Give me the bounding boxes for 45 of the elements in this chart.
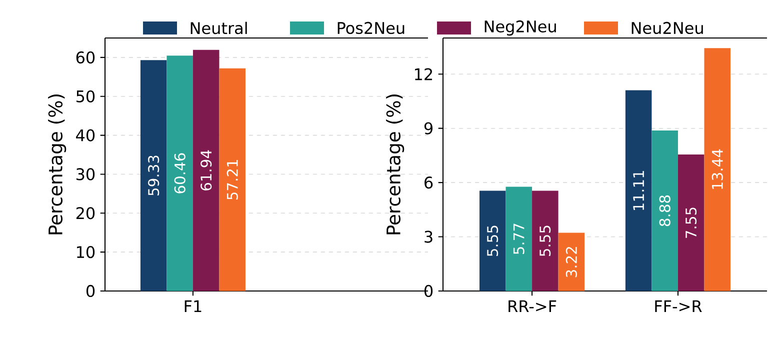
y-tick-label: 0 [424, 284, 433, 298]
x-tick-label: RR->F [508, 300, 556, 312]
data-label: 11.11 [633, 170, 644, 210]
bar [506, 186, 532, 291]
bar [704, 48, 731, 291]
bar [219, 68, 246, 291]
y-tick-label: 60 [76, 51, 95, 64]
data-label: 8.88 [659, 195, 670, 226]
y-tick-label: 50 [76, 90, 95, 102]
y-tick-label: 3 [424, 230, 432, 243]
bar [652, 130, 678, 291]
legend-label: Pos2Neu [338, 22, 404, 34]
y-tick-label: 0 [86, 284, 95, 298]
y-tick-label: 30 [76, 168, 95, 180]
y-tick-label: 40 [76, 129, 95, 142]
bar [479, 190, 506, 291]
data-label: 13.44 [712, 149, 723, 189]
bar [140, 60, 167, 291]
x-tick-label: FF->R [655, 300, 702, 312]
bar [558, 232, 585, 291]
bar [166, 56, 193, 291]
data-label: 7.55 [686, 208, 697, 238]
x-tick-label: F1 [184, 300, 202, 312]
data-label: 5.55 [487, 226, 498, 256]
y-axis-title: Percentage (%) [386, 94, 404, 234]
y-tick-label: 10 [77, 246, 95, 258]
legend-label: Neg2Neu [484, 20, 556, 36]
y-axis-title: Percentage (%) [48, 94, 66, 234]
y-tick-label: 20 [76, 207, 95, 220]
legend-label: Neutral [190, 22, 247, 34]
data-label: 59.33 [148, 156, 160, 196]
data-label: 3.22 [566, 247, 577, 278]
data-label: 60.46 [174, 153, 186, 194]
data-label: 5.55 [540, 226, 551, 256]
bar [192, 50, 220, 291]
bar [625, 90, 652, 291]
data-label: 61.94 [200, 150, 212, 190]
data-label: 57.21 [226, 160, 238, 200]
data-label: 5.77 [513, 224, 524, 254]
bar [678, 154, 704, 291]
y-tick-label: 12 [415, 68, 432, 80]
legend-label: Neu2Neu [632, 22, 703, 34]
y-tick-label: 6 [424, 176, 433, 189]
y-tick-label: 9 [424, 122, 432, 134]
bar [532, 190, 558, 291]
